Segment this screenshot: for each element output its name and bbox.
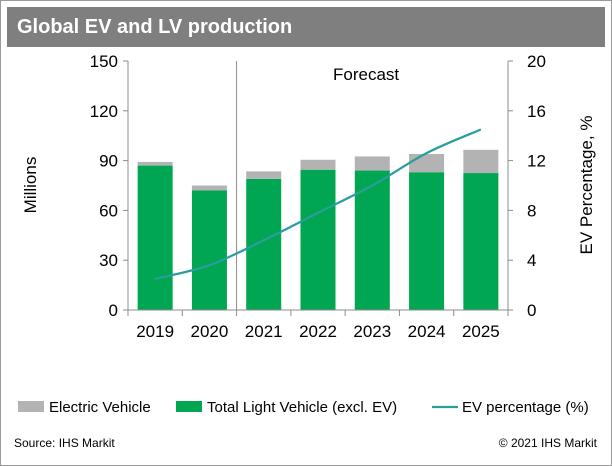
bar-electric-vehicle-2025 (463, 149, 499, 174)
legend-label-ev-percentage: EV percentage (%) (462, 399, 589, 416)
y2-tick-label-4: 4 (527, 251, 536, 270)
y2-axis-title: EV Percentage, % (577, 116, 596, 255)
legend-swatch-electric-vehicle (18, 401, 44, 412)
bar-electric-vehicle-2023 (354, 156, 390, 171)
y2-tick-label-20: 20 (527, 52, 546, 71)
bar-electric-vehicle-2022 (300, 159, 336, 170)
bar-electric-vehicle-2021 (246, 171, 282, 179)
y-tick-label-120: 120 (90, 102, 118, 121)
x-tick-label-2025: 2025 (462, 322, 500, 341)
y-tick-label-30: 30 (99, 251, 118, 270)
bar-electric-vehicle-2020 (191, 185, 227, 191)
y-tick-label-150: 150 (90, 52, 118, 71)
legend-label-electric-vehicle: Electric Vehicle (49, 399, 151, 416)
y2-tick-label-0: 0 (527, 301, 536, 320)
bar-electric-vehicle-2024 (409, 153, 445, 173)
y2-tick-label-16: 16 (527, 102, 546, 121)
forecast-annotation: Forecast (333, 65, 399, 84)
y-tick-label-0: 0 (109, 301, 118, 320)
x-tick-label-2019: 2019 (136, 322, 174, 341)
copyright-note: © 2021 IHS Markit (499, 436, 598, 450)
y2-tick-label-12: 12 (527, 152, 546, 171)
bar-total-light-vehicle-2019 (137, 165, 173, 310)
bar-electric-vehicle-2019 (137, 161, 173, 166)
chart-title: Global EV and LV production (17, 16, 293, 38)
bar-total-light-vehicle-2020 (191, 190, 227, 310)
bar-total-light-vehicle-2021 (246, 178, 282, 310)
x-tick-label-2020: 2020 (191, 322, 229, 341)
ev-percentage-line (154, 128, 482, 280)
title-bar: Global EV and LV production (7, 7, 605, 47)
bar-total-light-vehicle-2024 (409, 172, 445, 310)
x-tick-label-2023: 2023 (353, 322, 391, 341)
legend-label-total-light-vehicle: Total Light Vehicle (excl. EV) (207, 399, 397, 416)
bar-total-light-vehicle-2023 (354, 170, 390, 310)
x-tick-label-2022: 2022 (299, 322, 337, 341)
bar-total-light-vehicle-2025 (463, 173, 499, 310)
x-tick-label-2021: 2021 (245, 322, 283, 341)
source-note: Source: IHS Markit (14, 436, 115, 450)
y-tick-label-60: 60 (99, 201, 118, 220)
bar-total-light-vehicle-2022 (300, 169, 336, 310)
x-tick-label-2024: 2024 (408, 322, 446, 341)
y-axis-title: Millions (21, 157, 40, 214)
y-tick-label-90: 90 (99, 152, 118, 171)
y2-tick-label-8: 8 (527, 201, 536, 220)
legend-swatch-total-light-vehicle (176, 401, 202, 412)
